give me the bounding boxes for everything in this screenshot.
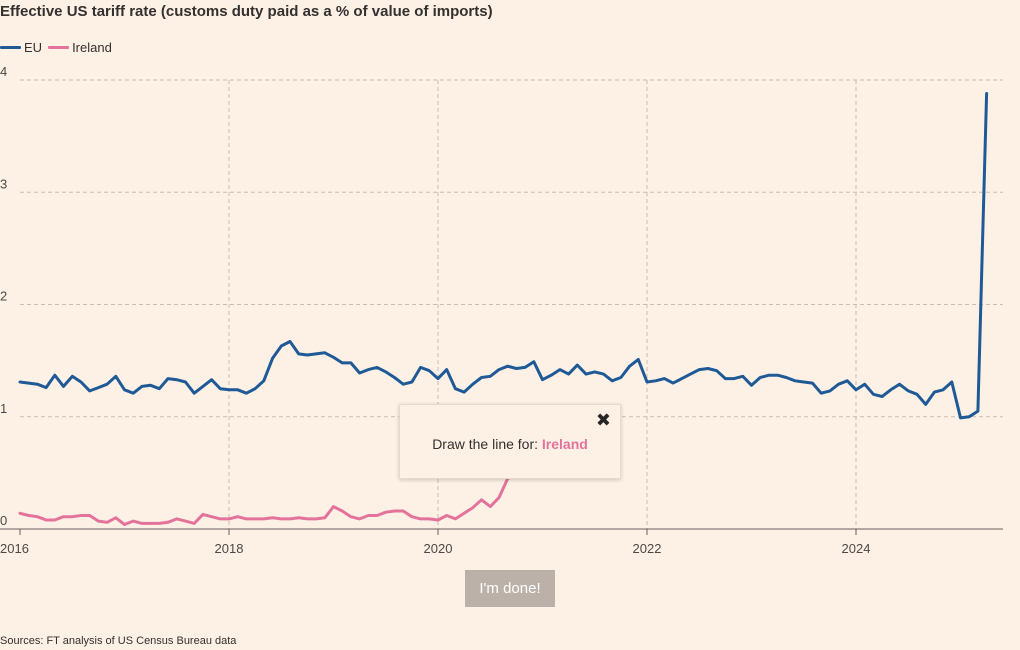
done-button[interactable]: I'm done!	[465, 570, 555, 607]
x-tick-label-2018: 2018	[215, 541, 244, 556]
y-tick-label-0: 0	[0, 513, 7, 528]
legend-item-ireland: Ireland	[48, 40, 112, 55]
draw-prompt-text: Draw the line for: Ireland	[400, 436, 620, 452]
series-line-ireland	[18, 473, 518, 526]
legend-label-ireland: Ireland	[72, 40, 112, 55]
x-tick-label-2022: 2022	[633, 541, 662, 556]
series-lines	[18, 92, 989, 526]
legend: EU Ireland	[0, 40, 118, 55]
x-tick-label-2024: 2024	[842, 541, 871, 556]
draw-prompt-prefix: Draw the line for:	[432, 436, 539, 452]
legend-label-eu: EU	[24, 40, 43, 55]
legend-item-eu: EU	[0, 40, 42, 55]
axes: 0 1 2 3 4 2016 2018 2020 2022 2024	[0, 64, 1003, 556]
y-tick-label-4: 4	[0, 64, 7, 79]
legend-swatch-eu	[0, 46, 21, 49]
y-tick-label-2: 2	[0, 289, 7, 304]
chart-title: Effective US tariff rate (customs duty p…	[0, 3, 493, 20]
y-tick-label-1: 1	[0, 401, 7, 416]
y-tick-label-3: 3	[0, 176, 7, 191]
series-line-eu	[18, 92, 989, 420]
x-tick-label-2016: 2016	[0, 541, 29, 556]
close-icon[interactable]: ✖	[595, 410, 611, 430]
legend-swatch-ireland	[48, 46, 70, 49]
draw-prompt-popup: ✖ Draw the line for: Ireland	[399, 404, 621, 479]
draw-prompt-series: Ireland	[541, 436, 588, 452]
x-tick-label-2020: 2020	[424, 541, 453, 556]
source-note: Sources: FT analysis of US Census Bureau…	[0, 635, 237, 647]
